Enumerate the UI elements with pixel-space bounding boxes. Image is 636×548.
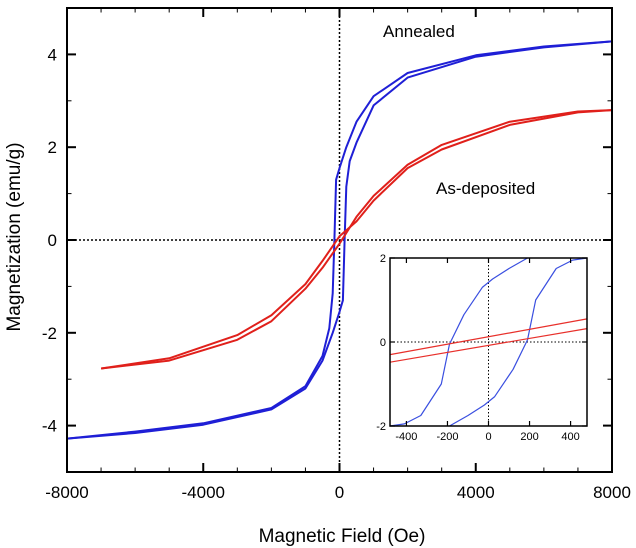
- y-tick-label: -4: [42, 417, 57, 436]
- series-as-deposited-branch-0: [100, 109, 613, 370]
- y-tick-label: -2: [42, 324, 57, 343]
- inset-x-tick-label: 0: [485, 431, 491, 443]
- series-annealed-branch-0: [66, 40, 613, 440]
- inset-series-as-deposited-branch-1: [389, 328, 588, 363]
- x-tick-label: -4000: [182, 483, 225, 502]
- inset-y-tick-label: 2: [380, 253, 386, 265]
- x-tick-label: 4000: [457, 483, 495, 502]
- inset-y-tick-label: 0: [380, 337, 386, 349]
- series-as-deposited-branch-1: [100, 109, 613, 370]
- x-tick-label: 8000: [593, 483, 631, 502]
- inset-x-tick-label: 200: [520, 431, 538, 443]
- annotation-as-deposited: As-deposited: [436, 179, 535, 198]
- inset-series-annealed-branch-0: [389, 257, 528, 427]
- inset-x-tick-label: 400: [561, 431, 579, 443]
- x-tick-label: 0: [335, 483, 344, 502]
- inset-x-tick-label: -200: [436, 431, 458, 443]
- x-tick-label: -8000: [45, 483, 88, 502]
- annotation-annealed: Annealed: [383, 22, 455, 41]
- y-tick-label: 4: [48, 45, 57, 64]
- inset-y-tick-label: -2: [376, 421, 386, 433]
- inset-background: [360, 250, 596, 455]
- y-tick-label: 0: [48, 231, 57, 250]
- y-axis-title: Magnetization (emu/g): [4, 142, 25, 331]
- inset-x-tick-label: -400: [395, 431, 417, 443]
- inset-series-as-deposited-branch-0: [389, 318, 588, 356]
- inset-plot: -400 -200 0 200 400 2 0 -2: [360, 250, 596, 455]
- series-annealed-branch-1: [66, 40, 613, 440]
- x-axis-title: Magnetic Field (Oe): [259, 526, 426, 547]
- y-tick-label: 2: [48, 138, 57, 157]
- inset-series-annealed-branch-1: [449, 257, 588, 427]
